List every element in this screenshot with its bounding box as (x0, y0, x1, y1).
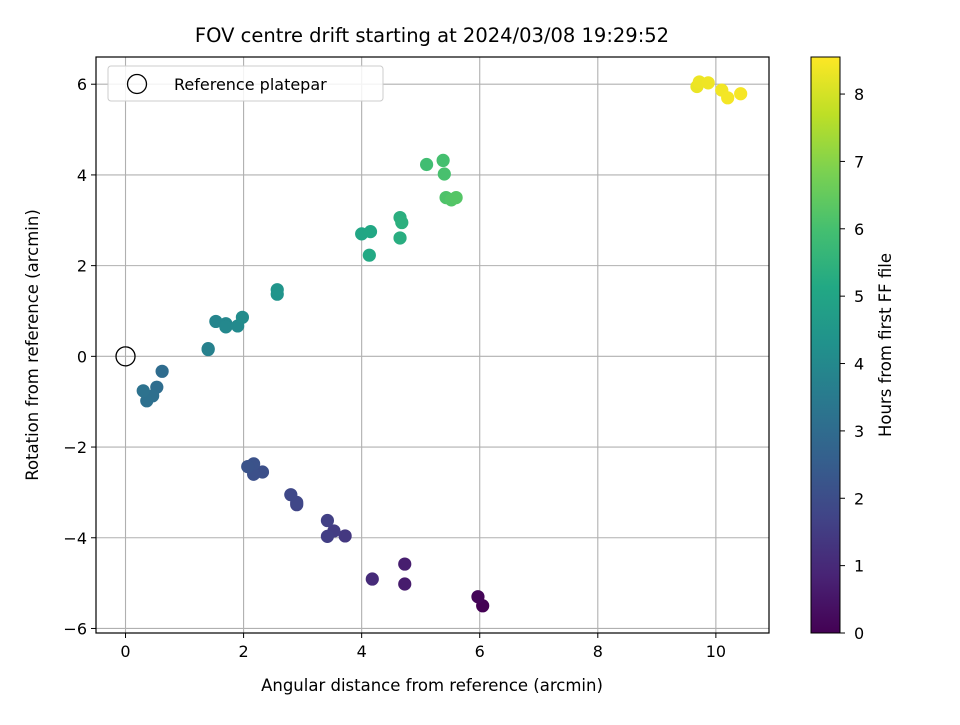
data-point (284, 488, 298, 502)
colorbar-tick-label: 0 (854, 624, 864, 643)
colorbar: 0 1 2 3 4 5 6 7 8 Hours from first FF file (810, 56, 895, 643)
colorbar-tick-label: 5 (854, 287, 864, 306)
data-point (338, 529, 352, 543)
legend-open-circle-icon (126, 73, 148, 95)
data-point (734, 87, 748, 101)
data-point (201, 342, 215, 356)
data-point (437, 167, 451, 181)
y-tick-label: 0 (77, 347, 87, 366)
colorbar-tick-label: 7 (854, 152, 864, 171)
data-point (136, 384, 150, 398)
y-axis-ticks: −6 −4 −2 0 2 4 6 (63, 75, 96, 638)
data-point (395, 215, 409, 230)
x-tick-label: 10 (706, 642, 726, 661)
grid-lines (96, 57, 769, 633)
colorbar-tick-label: 2 (854, 489, 864, 508)
y-axis-title: Rotation from reference (arcmin) (23, 209, 42, 481)
y-tick-label: −2 (63, 438, 87, 457)
y-tick-label: −6 (63, 619, 87, 638)
x-axis-title: Angular distance from reference (arcmin) (261, 676, 603, 695)
data-point (235, 310, 250, 324)
y-tick-label: −4 (63, 529, 87, 548)
data-point (471, 590, 485, 604)
colorbar-tick-label: 4 (854, 355, 864, 374)
data-point (241, 459, 255, 474)
reference-marker (115, 346, 136, 367)
data-point (398, 557, 412, 571)
colorbar-tick-label: 8 (854, 85, 864, 104)
data-point (320, 513, 335, 528)
chart-title: FOV centre drift starting at 2024/03/08 … (195, 24, 669, 47)
data-point (320, 529, 335, 543)
data-point (365, 572, 379, 586)
legend-label: Reference platepar (174, 75, 327, 94)
legend-box (107, 65, 384, 102)
y-tick-label: 2 (77, 257, 87, 276)
data-point (393, 231, 407, 245)
colorbar-tick-label: 3 (854, 422, 864, 441)
x-axis-ticks: 0 2 4 6 8 10 (120, 633, 726, 661)
y-tick-label: 4 (77, 166, 87, 185)
data-point (362, 248, 376, 262)
data-point (219, 320, 233, 334)
legend: Reference platepar (107, 65, 384, 102)
x-tick-label: 8 (593, 642, 603, 661)
colorbar-title: Hours from first FF file (876, 253, 895, 437)
colorbar-tick-label: 6 (854, 220, 864, 239)
data-point (721, 91, 735, 105)
colorbar-ticks: 0 1 2 3 4 5 6 7 8 (840, 85, 864, 643)
plot-area (96, 57, 769, 633)
data-point (701, 76, 715, 90)
data-points (115, 75, 748, 613)
x-tick-label: 0 (120, 642, 130, 661)
x-tick-label: 4 (357, 642, 367, 661)
data-point (436, 153, 450, 168)
data-point (140, 394, 154, 408)
data-point (209, 314, 223, 329)
y-tick-label: 6 (77, 75, 87, 94)
colorbar-tick-label: 1 (854, 557, 864, 576)
data-point (398, 577, 412, 591)
data-point (363, 225, 378, 239)
colorbar-gradient (810, 56, 841, 634)
data-point (155, 364, 169, 378)
data-point (270, 283, 284, 297)
x-tick-label: 2 (238, 642, 248, 661)
data-point (449, 190, 463, 205)
data-point (419, 157, 434, 172)
x-tick-label: 6 (475, 642, 485, 661)
plot-frame (95, 56, 770, 634)
